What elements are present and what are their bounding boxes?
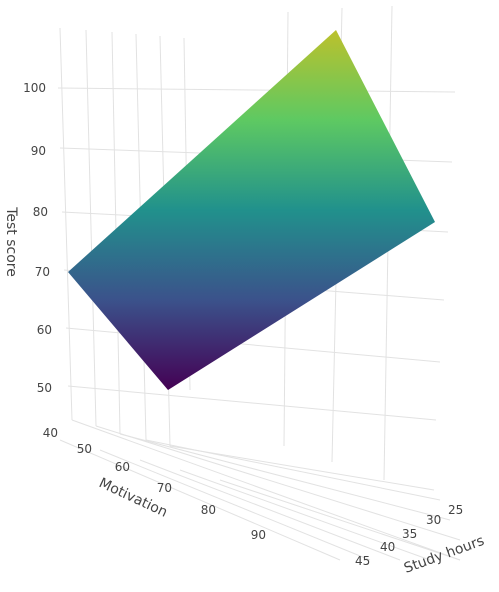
grid-line <box>85 29 97 427</box>
z-tick-label: 60 <box>37 323 52 337</box>
z-tick-label: 80 <box>33 205 48 219</box>
x-tick-label: 80 <box>201 503 216 517</box>
z-tick-label: 50 <box>37 381 52 395</box>
surface-plane <box>68 30 435 390</box>
grid-line <box>139 459 401 561</box>
x-tick-label: 60 <box>115 460 130 474</box>
z-axis-title: Test score <box>3 206 19 277</box>
grid-line <box>179 469 431 561</box>
x-tick-label: 50 <box>77 442 92 456</box>
grid-line <box>169 445 435 491</box>
grid-line <box>59 27 73 421</box>
grid-line <box>119 433 451 521</box>
grid-line <box>99 449 371 561</box>
z-tick-label: 90 <box>31 144 46 158</box>
grid-line <box>71 419 461 561</box>
grid-line <box>219 479 461 561</box>
z-tick-label: 70 <box>35 265 50 279</box>
x-tick-label: 40 <box>43 426 58 440</box>
y-tick-label: 45 <box>355 554 370 568</box>
y-tick-label: 40 <box>380 540 395 554</box>
grid-line <box>59 439 341 561</box>
surface-layer <box>68 30 435 390</box>
y-tick-label: 30 <box>426 513 441 527</box>
z-tick-label: 100 <box>23 81 46 95</box>
grid-line <box>67 385 437 421</box>
x-tick-label: 70 <box>157 481 172 495</box>
x-tick-label: 90 <box>251 528 266 542</box>
grid-line <box>95 425 461 541</box>
y-tick-label: 25 <box>448 503 463 517</box>
y-tick-label: 35 <box>402 527 417 541</box>
tick-labels: 50 60 70 80 90 100 40 50 60 70 80 90 25 30 35 40 45 <box>23 81 463 568</box>
grid-line <box>57 87 456 93</box>
